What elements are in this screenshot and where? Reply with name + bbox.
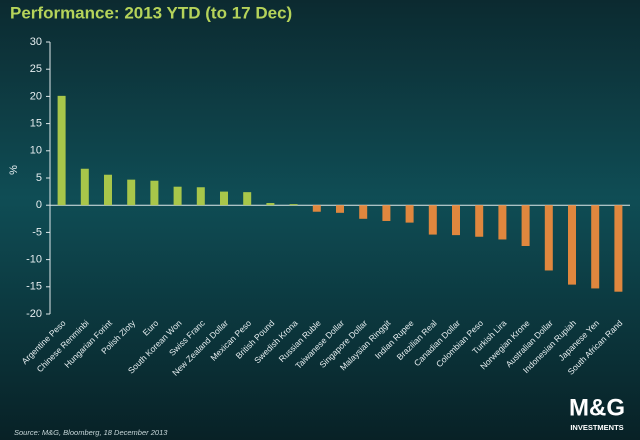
y-tick-label: -10 (26, 254, 42, 266)
y-tick-label: -20 (26, 308, 42, 320)
bar (568, 205, 576, 285)
bar (266, 203, 275, 206)
bar (289, 204, 298, 206)
bar (591, 205, 600, 289)
y-tick-label: -15 (26, 281, 42, 293)
bar (312, 205, 321, 212)
y-tick-label: 10 (30, 145, 42, 157)
bar (173, 186, 182, 206)
bar (104, 174, 112, 206)
y-tick-label: 30 (30, 36, 42, 48)
y-tick-label: 15 (30, 118, 42, 130)
bar (57, 95, 66, 206)
bar (428, 205, 437, 235)
source: Source: M&G, Bloomberg, 18 December 2013 (14, 428, 168, 437)
bar (150, 180, 159, 206)
logo-tagline: INVESTMENTS (570, 423, 623, 432)
bar (475, 205, 484, 237)
y-tick-label: 25 (30, 63, 42, 75)
chart-title: Performance: 2013 YTD (to 17 Dec) (10, 3, 292, 22)
y-tick-label: 5 (36, 172, 42, 184)
y-tick-label: 0 (36, 199, 42, 211)
bar (452, 205, 460, 236)
y-axis-label: % (8, 165, 20, 175)
bar (405, 205, 414, 223)
bar (382, 205, 391, 221)
bar (220, 191, 228, 206)
bar (359, 205, 368, 219)
bar (614, 205, 623, 292)
bar (196, 187, 205, 206)
bar (544, 205, 553, 271)
bar (498, 205, 507, 240)
y-tick-label: 20 (30, 90, 42, 102)
y-tick-label: -5 (32, 226, 42, 238)
bar (80, 168, 89, 206)
bar (127, 179, 136, 206)
bar (336, 205, 344, 213)
logo: M&G (569, 394, 625, 421)
bar (521, 205, 530, 246)
bar (243, 192, 252, 206)
